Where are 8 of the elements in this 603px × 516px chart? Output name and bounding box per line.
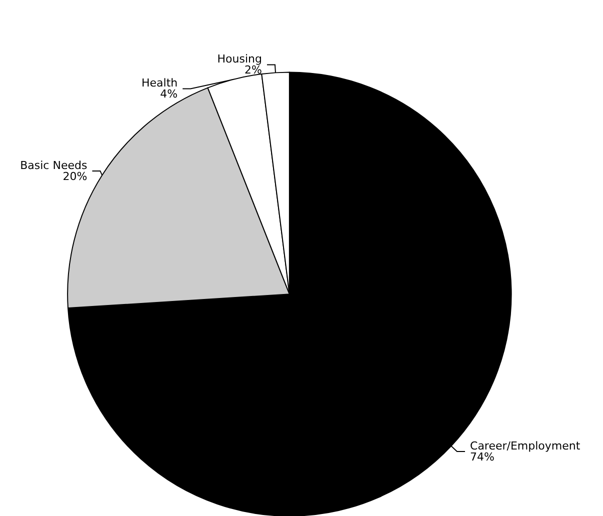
slice-label: Basic Needs xyxy=(20,158,88,172)
data-label: 4% xyxy=(160,88,178,101)
data-label: 74% xyxy=(470,450,494,464)
slice-label: Health xyxy=(141,76,178,90)
data-label: 2% xyxy=(244,64,262,77)
slice-label: Career/Employment xyxy=(470,439,581,452)
data-label: 20% xyxy=(62,170,88,183)
slice-label: Housing xyxy=(217,52,262,66)
